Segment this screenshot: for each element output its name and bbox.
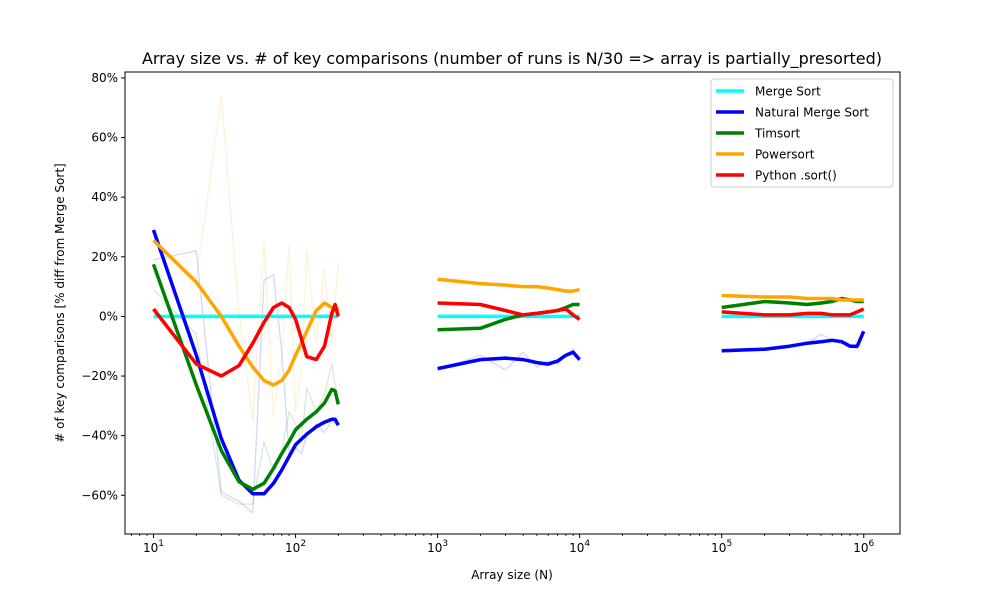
plot-frame	[124, 71, 901, 535]
chart-title: Array size vs. # of key comparisons (num…	[142, 49, 882, 69]
x-axis: 101 102 103 104 105 106	[131, 534, 875, 555]
legend-label: Merge Sort	[755, 85, 821, 99]
y-tick-label: 60%	[91, 131, 118, 145]
series-line	[437, 350, 581, 371]
x-axis-label: Array size (N)	[471, 568, 553, 582]
x-tick-label: 103	[427, 539, 448, 555]
y-tick-label: −40%	[81, 429, 118, 443]
smoothed-series-layer	[151, 229, 866, 496]
legend-box	[710, 78, 894, 188]
y-tick-label: 80%	[91, 71, 118, 85]
legend-label: Python .sort()	[755, 169, 837, 183]
y-axis: 80% 60% 40% 20% 0% −20% −40% −60%	[81, 71, 125, 502]
series-line	[721, 307, 865, 317]
x-tick-label: 106	[853, 539, 874, 555]
y-tick-label: 20%	[91, 250, 118, 264]
legend: Merge Sort Natural Merge Sort Timsort Power…	[710, 78, 894, 188]
raw-series-line	[153, 250, 339, 514]
series-line	[152, 301, 340, 378]
series-line	[151, 229, 340, 496]
legend-label: Powersort	[755, 148, 815, 162]
x-tick-label: 104	[569, 539, 590, 555]
raw-series-line	[153, 289, 339, 505]
x-tick-label: 101	[143, 539, 164, 555]
series-line	[152, 239, 340, 387]
y-axis-label: # of key comparisons [% diff from Merge …	[53, 163, 67, 442]
y-tick-label: 0%	[99, 309, 118, 323]
y-tick-label: −60%	[81, 488, 118, 502]
series-line	[437, 301, 581, 321]
y-tick-label: −20%	[81, 369, 118, 383]
legend-label: Timsort	[754, 127, 801, 141]
series-line	[151, 263, 341, 492]
x-tick-label: 102	[285, 539, 306, 555]
series-line	[437, 277, 580, 293]
y-tick-label: 40%	[91, 190, 118, 204]
x-tick-label: 105	[711, 539, 732, 555]
series-line	[721, 293, 864, 302]
series-line	[721, 330, 866, 353]
legend-label: Natural Merge Sort	[755, 106, 869, 120]
